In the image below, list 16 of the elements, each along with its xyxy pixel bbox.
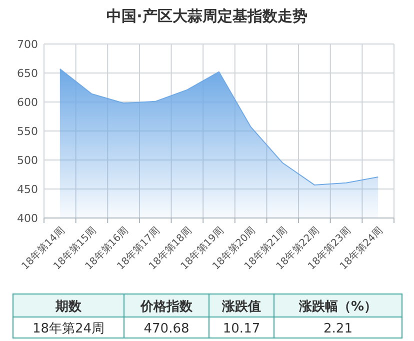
text: 价格指数 [140,300,194,314]
chart-title: 中国·产区大蒜周定基指数走势 [106,7,308,25]
text: 2.21 [324,322,352,336]
y-tick-label: 500 [17,154,38,167]
y-tick-label: 600 [17,96,38,109]
y-tick-label: 550 [17,125,38,138]
text: 10.17 [222,322,260,336]
y-tick-label: 450 [17,183,38,196]
text: 涨跌幅（%） [298,300,378,314]
text: 470.68 [144,322,190,336]
text: 18年第24周 [32,322,105,336]
y-tick-label: 650 [17,67,38,80]
y-tick-label: 400 [17,212,38,225]
y-tick-label: 700 [17,38,38,51]
text: 涨跌值 [221,300,261,314]
text: 期数 [54,300,82,314]
